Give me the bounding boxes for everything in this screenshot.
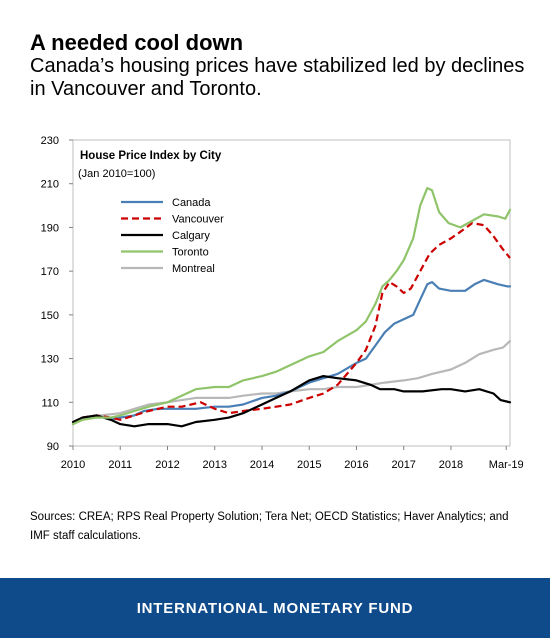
x-tick-label: 2018 <box>439 459 463 471</box>
y-tick-label: 130 <box>41 354 59 366</box>
legend: Canada Vancouver Calgary Toronto Montreal <box>121 197 224 275</box>
x-tick-label: 2016 <box>344 459 368 471</box>
y-tick-label: 90 <box>47 441 59 453</box>
chart-title: House Price Index by City <box>80 150 222 162</box>
legend-label-calgary: Calgary <box>172 230 210 242</box>
x-tick-label: 2013 <box>202 459 226 471</box>
legend-label-vancouver: Vancouver <box>172 214 224 226</box>
x-tick-label: Mar-19 <box>489 459 524 471</box>
sources-note: Sources: CREA; RPS Real Property Solutio… <box>30 511 509 542</box>
x-axis: 2010 2011 2012 2013 2014 2015 2016 2017 2018 Mar-… <box>61 446 524 471</box>
x-tick-label: 2010 <box>61 459 85 471</box>
page-title: A needed cool down <box>30 30 244 55</box>
plot-frame <box>72 139 511 447</box>
chart-subtitle: (Jan 2010=100) <box>78 168 155 180</box>
house-price-chart: 90 110 130 150 170 190 210 230 2010 2011 2012 2013… <box>41 135 524 471</box>
x-tick-label: 2012 <box>155 459 179 471</box>
chart-container: 90 110 130 150 170 190 210 230 2010 2011 2012 2013… <box>0 125 550 485</box>
imf-footer-banner: INTERNATIONAL MONETARY FUND <box>0 578 550 638</box>
x-tick-label: 2015 <box>297 459 321 471</box>
y-tick-label: 210 <box>41 179 59 191</box>
x-tick-label: 2011 <box>108 459 132 471</box>
y-tick-label: 150 <box>41 310 59 322</box>
legend-label-montreal: Montreal <box>172 263 215 275</box>
page-subtitle: Canada’s housing prices have stabilized … <box>30 55 525 100</box>
y-axis: 90 110 130 150 170 190 210 230 <box>41 135 73 453</box>
y-tick-label: 230 <box>41 135 59 147</box>
imf-brand-label: INTERNATIONAL MONETARY FUND <box>136 599 414 617</box>
y-tick-label: 170 <box>41 266 59 278</box>
series-line-vancouver <box>72 222 511 426</box>
x-tick-label: 2017 <box>391 459 415 471</box>
series-line-calgary <box>71 375 512 428</box>
series-line-toronto <box>71 187 512 426</box>
series-line-montreal <box>71 340 512 426</box>
legend-label-toronto: Toronto <box>172 247 209 259</box>
x-tick-label: 2014 <box>250 459 274 471</box>
y-tick-label: 110 <box>41 397 59 409</box>
series-lines <box>71 187 512 428</box>
y-tick-label: 190 <box>41 222 59 234</box>
legend-label-canada: Canada <box>172 197 211 209</box>
